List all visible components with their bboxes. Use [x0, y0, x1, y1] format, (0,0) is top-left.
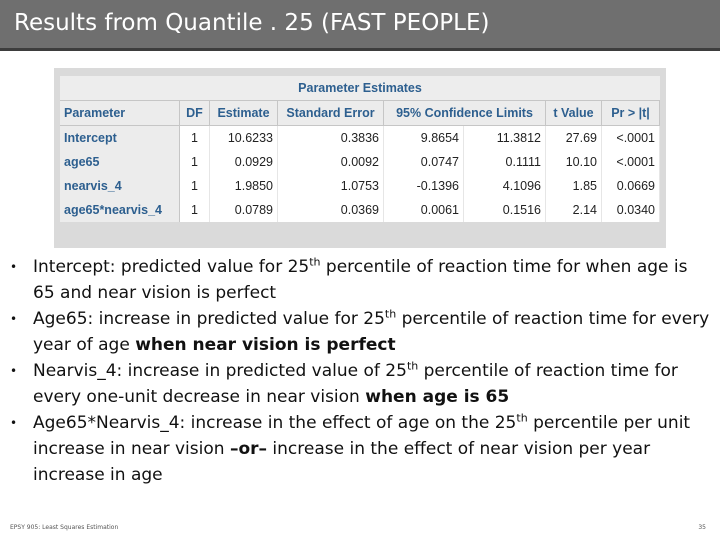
bullet-dot-icon: • — [10, 260, 18, 274]
column-header-confidence-limits: 95% Confidence Limits — [384, 101, 546, 126]
column-header-p-value: Pr > |t| — [602, 101, 660, 126]
title-bar — [0, 0, 720, 48]
column-header-parameter: Parameter — [60, 101, 180, 126]
cell-standard-error: 0.0092 — [278, 150, 384, 174]
cell-lower-limit: -0.1396 — [384, 174, 464, 198]
cell-p-value: 0.0340 — [602, 198, 660, 222]
cell-standard-error: 1.0753 — [278, 174, 384, 198]
title-divider — [0, 48, 720, 51]
cell-estimate: 1.9850 — [210, 174, 278, 198]
page-number: 35 — [698, 524, 706, 531]
column-header-estimate: Estimate — [210, 101, 278, 126]
cell-t-value: 1.85 — [546, 174, 602, 198]
cell-estimate: 10.6233 — [210, 126, 278, 150]
footer-course-label: EPSY 905: Least Squares Estimation — [10, 524, 119, 531]
bullet-interaction: • Age65*Nearvis_4: increase in the effec… — [10, 411, 691, 485]
cell-p-value: <.0001 — [602, 150, 660, 174]
cell-upper-limit: 0.1111 — [464, 150, 546, 174]
table-row: age65*nearvis_4 1 0.0789 0.0369 0.0061 0… — [60, 198, 660, 222]
row-header: age65*nearvis_4 — [60, 198, 180, 222]
bullet-dot-icon: • — [10, 416, 18, 430]
column-header-standard-error: Standard Error — [278, 101, 384, 126]
cell-df: 1 — [180, 126, 210, 150]
cell-p-value: 0.0669 — [602, 174, 660, 198]
cell-df: 1 — [180, 198, 210, 222]
cell-lower-limit: 9.8654 — [384, 126, 464, 150]
bullet-list: • Intercept: predicted value for 25th pe… — [10, 254, 710, 488]
bullet-nearvis: • Nearvis_4: increase in predicted value… — [10, 359, 678, 407]
table-row: nearvis_4 1 1.9850 1.0753 -0.1396 4.1096… — [60, 174, 660, 198]
parameter-estimates-table: Parameter Estimates Parameter DF Estimat… — [60, 76, 660, 222]
cell-standard-error: 0.3836 — [278, 126, 384, 150]
cell-estimate: 0.0929 — [210, 150, 278, 174]
row-header: Intercept — [60, 126, 180, 150]
table-row: Intercept 1 10.6233 0.3836 9.8654 11.381… — [60, 126, 660, 150]
cell-lower-limit: 0.0747 — [384, 150, 464, 174]
cell-upper-limit: 4.1096 — [464, 174, 546, 198]
cell-t-value: 10.10 — [546, 150, 602, 174]
column-header-t-value: t Value — [546, 101, 602, 126]
parameter-estimates-table-frame: Parameter Estimates Parameter DF Estimat… — [54, 68, 666, 248]
bullet-intercept: • Intercept: predicted value for 25th pe… — [10, 255, 688, 303]
cell-df: 1 — [180, 150, 210, 174]
column-header-df: DF — [180, 101, 210, 126]
row-header: nearvis_4 — [60, 174, 180, 198]
bullet-dot-icon: • — [10, 312, 18, 326]
slide-title: Results from Quantile . 25 (FAST PEOPLE) — [14, 10, 490, 36]
table-row: age65 1 0.0929 0.0092 0.0747 0.1111 10.1… — [60, 150, 660, 174]
cell-t-value: 27.69 — [546, 126, 602, 150]
cell-lower-limit: 0.0061 — [384, 198, 464, 222]
cell-t-value: 2.14 — [546, 198, 602, 222]
cell-estimate: 0.0789 — [210, 198, 278, 222]
cell-standard-error: 0.0369 — [278, 198, 384, 222]
bullet-dot-icon: • — [10, 364, 18, 378]
cell-p-value: <.0001 — [602, 126, 660, 150]
bullet-age65: • Age65: increase in predicted value for… — [10, 307, 710, 355]
cell-df: 1 — [180, 174, 210, 198]
table-caption: Parameter Estimates — [60, 76, 660, 101]
row-header: age65 — [60, 150, 180, 174]
cell-upper-limit: 0.1516 — [464, 198, 546, 222]
cell-upper-limit: 11.3812 — [464, 126, 546, 150]
